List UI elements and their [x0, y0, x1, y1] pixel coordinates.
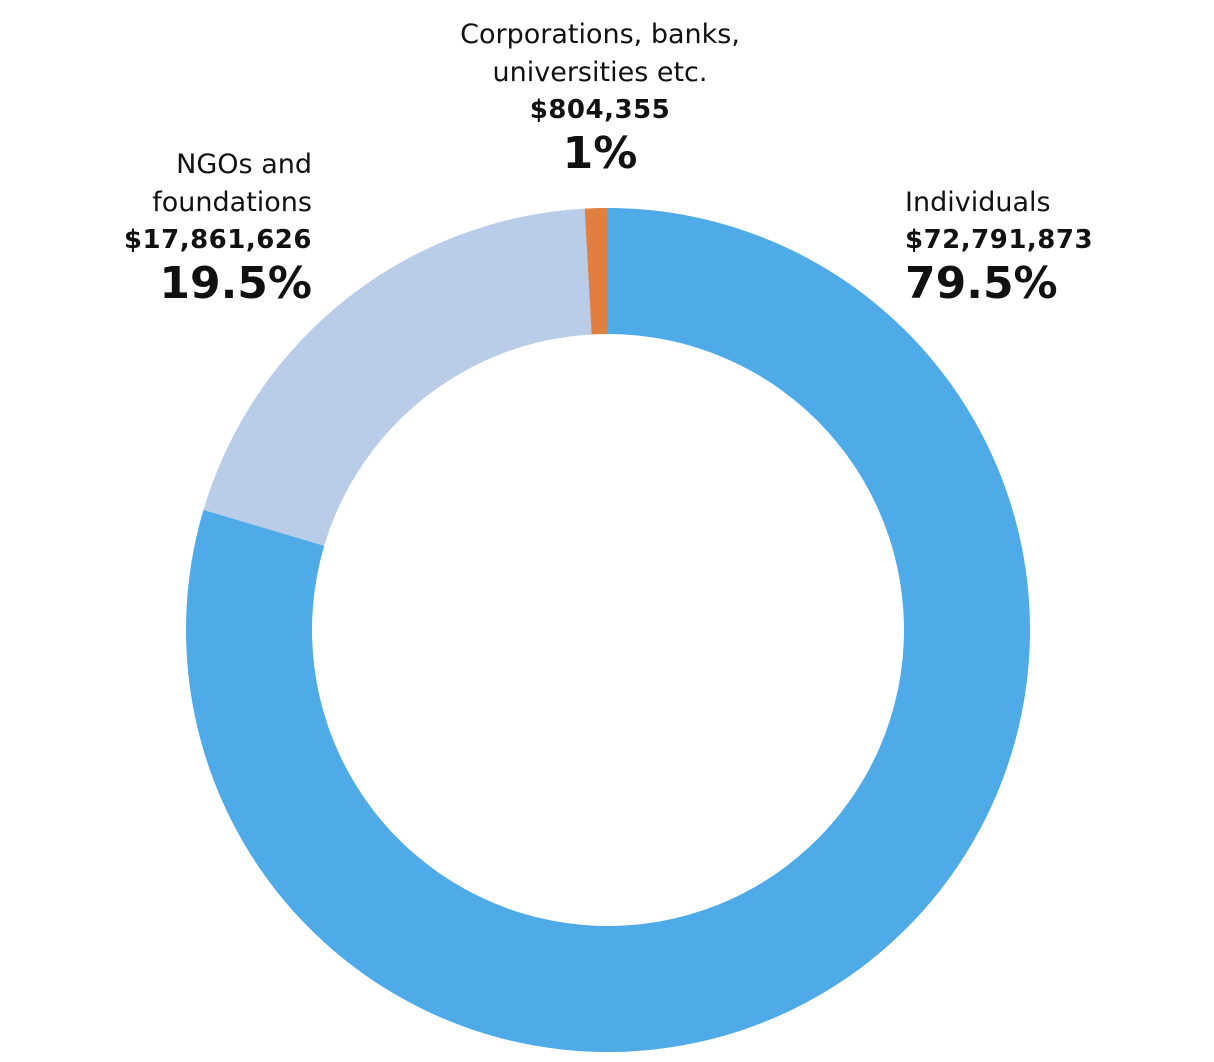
label-corporations-name: Corporations, banks, universities etc.	[460, 19, 740, 88]
label-individuals-percent: 79.5%	[905, 258, 1058, 309]
label-ngos: NGOs and foundations $17,861,626 19.5%	[124, 146, 312, 310]
label-corporations: Corporations, banks, universities etc. $…	[400, 16, 800, 180]
donut-slice-corporations-banks	[584, 208, 608, 335]
label-corporations-percent: 1%	[562, 128, 638, 179]
donut-slice-ngos-and	[203, 208, 592, 546]
donut-slice-individuals	[186, 208, 1031, 1052]
label-individuals-name: Individuals	[905, 187, 1051, 218]
label-corporations-amount: $804,355	[529, 95, 671, 125]
label-ngos-name: NGOs and foundations	[152, 149, 312, 218]
label-ngos-percent: 19.5%	[159, 258, 312, 309]
label-ngos-amount: $17,861,626	[123, 225, 312, 255]
label-individuals-amount: $72,791,873	[905, 225, 1094, 255]
label-individuals: Individuals $72,791,873 79.5%	[905, 184, 1093, 310]
